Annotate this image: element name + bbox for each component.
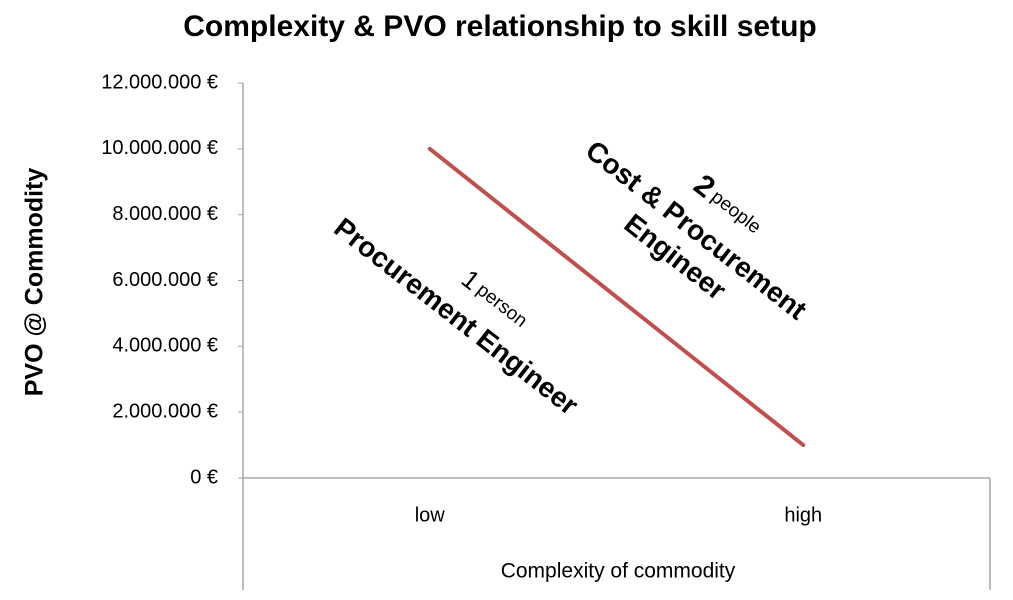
chart-title: Complexity & PVO relationship to skill s…: [183, 10, 816, 43]
y-tick-label: 8.000.000 €: [112, 203, 218, 225]
y-axis-label: PVO @ Commodity: [21, 168, 49, 397]
y-tick-label: 4.000.000 €: [112, 335, 218, 357]
annotation-high: 2people Cost & Procurement Engineer: [580, 134, 812, 325]
data-line: [427, 146, 806, 448]
annotation-low: 1person Procurement Engineer: [328, 212, 584, 421]
y-tick-label: 2.000.000 €: [112, 400, 218, 422]
y-tick-label: 10.000.000 €: [101, 137, 218, 159]
x-tick-label: low: [415, 504, 446, 526]
x-axis-label: Complexity of commodity: [501, 560, 736, 583]
x-tick-label: high: [784, 504, 822, 526]
y-tick-label: 0 €: [190, 466, 218, 488]
y-tick-label: 6.000.000 €: [112, 269, 218, 291]
y-tick-label: 12.000.000 €: [101, 71, 218, 93]
